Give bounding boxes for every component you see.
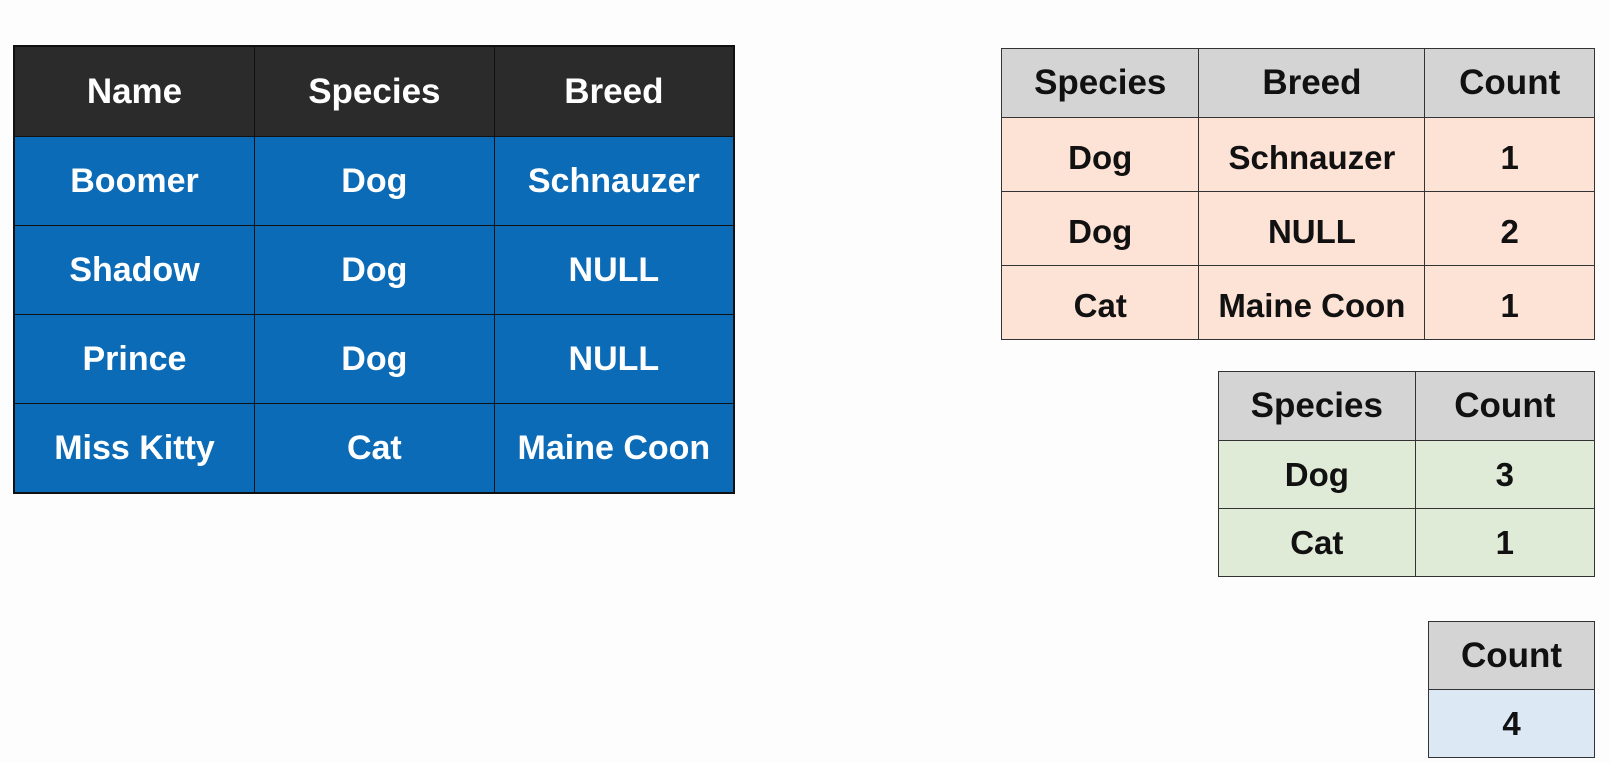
table-cell: 3 [1414,440,1596,509]
table-row: Cat 1 [1218,508,1596,577]
table-row: Dog 3 [1218,440,1596,509]
header-row: Species Count [1218,371,1596,441]
pets-table: Name Species Breed Boomer Dog Schnauzer … [13,45,735,494]
table-cell: Maine Coon [1198,265,1426,340]
header-cell: Count [1424,48,1595,118]
table-row: Miss Kitty Cat Maine Coon [13,403,735,494]
table-row: Cat Maine Coon 1 [1000,265,1595,340]
header-cell: Name [13,45,255,137]
table-row: 4 [1428,689,1595,758]
table-cell: Dog [253,314,495,404]
species-breed-count-table: Species Breed Count Dog Schnauzer 1 Dog … [1000,48,1595,340]
table-cell: Schnauzer [1198,117,1426,192]
header-row: Name Species Breed [13,45,735,137]
table-cell: Cat [1000,265,1200,340]
table-cell: Maine Coon [493,403,735,494]
table-cell: NULL [493,225,735,315]
table-row: Boomer Dog Schnauzer [13,136,735,226]
table-row: Dog Schnauzer 1 [1000,117,1595,192]
table-cell: NULL [1198,191,1426,266]
table-cell: NULL [493,314,735,404]
table-cell: Cat [253,403,495,494]
table-cell: 1 [1424,117,1595,192]
header-row: Species Breed Count [1000,48,1595,118]
table-cell: 4 [1428,689,1595,758]
header-cell: Count [1428,621,1595,690]
table-cell: Dog [253,225,495,315]
header-cell: Breed [493,45,735,137]
table-cell: 2 [1424,191,1595,266]
total-count-table: Count 4 [1428,621,1595,758]
table-cell: 1 [1424,265,1595,340]
table-cell: Dog [1218,440,1416,509]
header-cell: Species [1218,371,1416,441]
table-cell: Boomer [13,136,255,226]
header-row: Count [1428,621,1595,690]
table-row: Dog NULL 2 [1000,191,1595,266]
table-cell: Dog [1000,117,1200,192]
table-cell: Cat [1218,508,1416,577]
table-row: Shadow Dog NULL [13,225,735,315]
table-cell: Dog [1000,191,1200,266]
header-cell: Breed [1198,48,1426,118]
table-cell: Dog [253,136,495,226]
header-cell: Count [1414,371,1596,441]
table-cell: Shadow [13,225,255,315]
header-cell: Species [1000,48,1200,118]
table-cell: Prince [13,314,255,404]
species-count-table: Species Count Dog 3 Cat 1 [1218,371,1596,577]
table-cell: 1 [1414,508,1596,577]
table-cell: Miss Kitty [13,403,255,494]
header-cell: Species [253,45,495,137]
table-cell: Schnauzer [493,136,735,226]
table-row: Prince Dog NULL [13,314,735,404]
